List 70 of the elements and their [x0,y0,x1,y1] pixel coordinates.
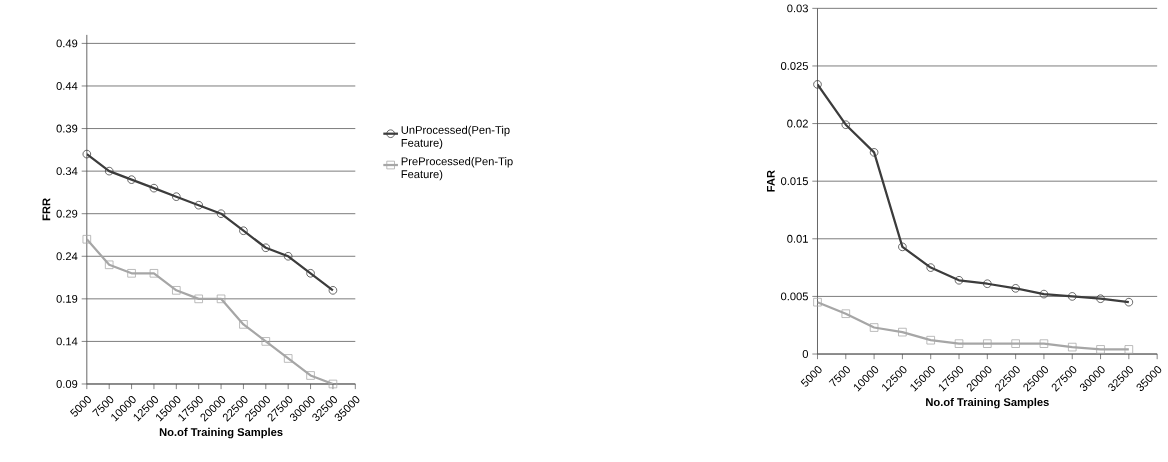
point [283,354,293,363]
point [1039,339,1049,348]
point [954,339,964,348]
y-tick-label: 0.24 [56,252,78,261]
x-axis-title: No.of Training Samples [926,397,1049,409]
point [149,268,159,278]
point [194,200,203,210]
y-tick-label: 0.34 [56,167,78,175]
point [1067,292,1077,301]
point [926,335,935,345]
point [1096,345,1105,354]
point [813,297,822,307]
point [127,268,136,278]
point [898,327,907,337]
point [983,279,992,288]
y-tick-label: 0.19 [56,294,78,303]
point [306,371,315,380]
point [869,323,879,332]
point [1011,283,1020,293]
point [283,251,293,261]
point [869,147,879,157]
y-tick-label: 0.09 [56,379,78,388]
y-tick-label: 0.015 [780,177,808,185]
y-tick-label: 0.14 [56,337,78,346]
point [1096,294,1105,303]
y-tick-label: 0.03 [787,4,808,13]
point [172,192,181,201]
legend-label: UnProcessed(Pen-Tip Feature) [401,125,510,149]
y-tick-label: 0 [802,349,809,358]
point [1039,289,1049,299]
point [841,309,851,318]
y-tick-label: 0.02 [787,119,808,128]
y-axis-title: FAR [766,170,775,192]
point [194,294,203,303]
point [172,285,181,295]
legend-label: PreProcessed(Pen-Tip Feature) [401,156,513,181]
y-tick-label: 0.005 [780,292,808,301]
point [127,175,136,184]
point [239,319,248,329]
point [149,183,159,193]
point [1124,345,1134,354]
point [104,166,114,176]
point [898,242,907,251]
point [954,275,964,285]
point [104,260,114,269]
y-tick-label: 0.44 [56,81,78,90]
point [306,268,315,278]
point [261,243,271,252]
point [261,337,271,346]
point [983,339,992,348]
point [1067,342,1077,352]
y-tick-label: 0.29 [56,209,78,218]
point [328,379,338,389]
y-tick-label: 0.01 [787,234,808,243]
x-axis-title: No.of Training Samples [159,427,283,439]
y-tick-label: 0.025 [780,61,808,70]
point [328,285,338,295]
y-tick-label: 0.39 [56,124,78,133]
point [239,226,248,235]
point [1124,297,1134,307]
point [82,149,92,159]
y-tick-label: 0.49 [56,39,78,48]
point [216,294,226,303]
point [926,263,935,272]
point [216,209,226,218]
point [813,79,822,89]
point [82,234,92,244]
point [841,120,851,129]
y-axis-title: FRR [42,198,51,220]
point [1011,339,1020,348]
